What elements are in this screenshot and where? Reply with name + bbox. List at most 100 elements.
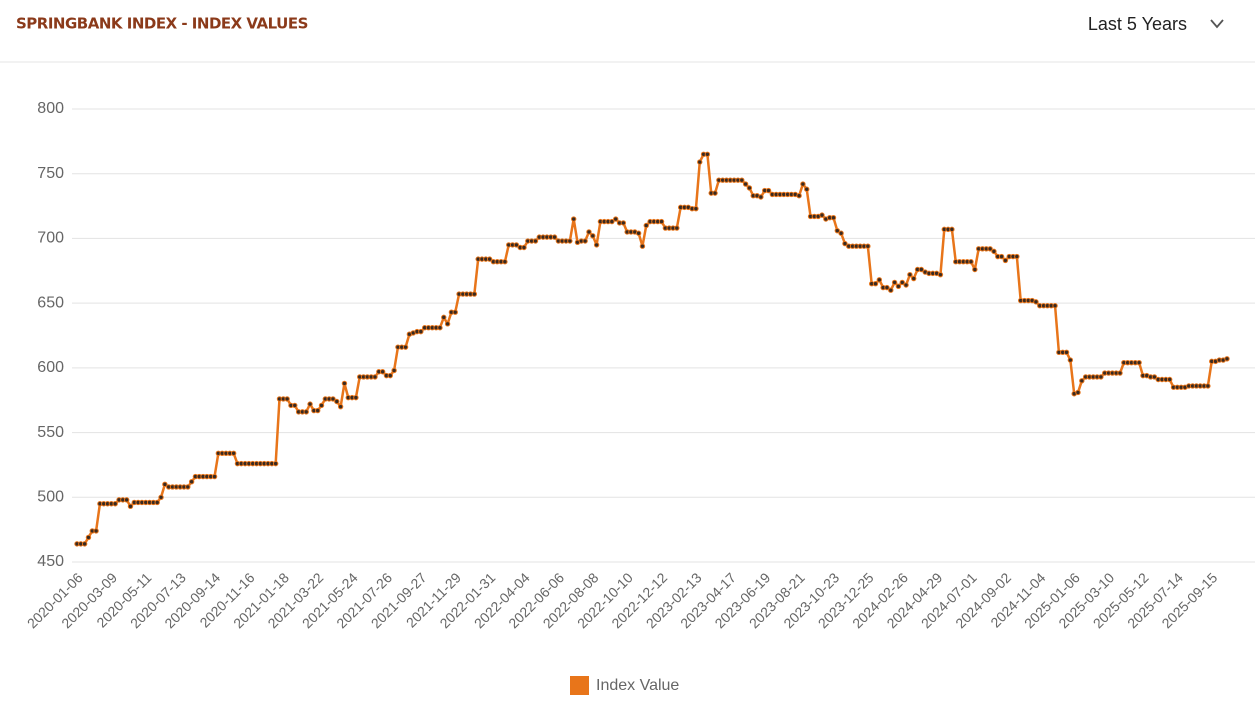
data-point [899,279,905,286]
data-point [1151,374,1158,380]
data-point [804,186,810,192]
series-line [77,153,1228,546]
y-tick-label: 500 [37,489,64,506]
data-point [834,227,840,234]
data-point [1063,349,1070,356]
data-point [318,402,325,409]
data-point [387,372,393,379]
data-point [188,479,195,485]
data-point [513,242,520,248]
data-point [441,314,447,321]
data-point [658,218,665,225]
data-point [567,238,573,244]
data-point [185,484,191,490]
data-point [437,325,443,331]
data-point [127,503,134,510]
data-point [586,229,592,235]
data-point [418,328,424,335]
data-point [742,181,749,187]
data-point [712,190,718,196]
data-point [314,407,321,414]
data-point [1033,299,1039,305]
data-point [876,277,883,283]
data-point [937,271,944,278]
chevron[interactable] [1210,19,1224,29]
data-point [949,226,955,233]
data-point [1075,389,1081,396]
y-tick-label: 450 [37,553,64,570]
data-point [1098,374,1104,380]
data-point [1002,257,1009,264]
data-point [402,344,409,350]
data-point [842,240,848,247]
data-point [341,380,348,387]
data-point [1117,370,1123,376]
y-tick-label: 550 [37,424,64,441]
range-label[interactable]: Last 5 Years [1088,14,1187,34]
data-point [838,230,844,236]
data-point [284,396,290,402]
data-point [620,220,627,226]
data-point [800,181,806,187]
data-point [704,151,711,158]
data-point [918,266,925,273]
data-point [903,282,909,288]
data-point [643,222,649,229]
data-point [1014,253,1020,260]
data-point [991,248,997,255]
data-point [693,205,699,212]
data-point [1052,303,1058,309]
data-point [81,541,88,547]
data-point [551,234,558,240]
data-point [895,283,902,290]
data-point [379,369,386,375]
y-tick-label: 600 [37,359,64,376]
data-point [674,225,680,231]
legend-label: Index Value [596,677,679,694]
chart-title: SPRINGBANK INDEX - INDEX VALUES [16,15,308,33]
data-point [884,284,890,291]
data-point [211,473,218,480]
data-point [570,216,577,222]
data-point [532,238,539,244]
data-point [112,501,118,507]
y-tick-label: 700 [37,230,64,247]
data-point [307,401,313,407]
data-point [635,230,642,236]
data-point [1224,356,1230,362]
data-point [1166,376,1173,383]
data-point [819,212,825,218]
data-point [452,309,458,315]
data-point [85,534,92,541]
data-point [93,528,99,534]
data-point [987,246,993,252]
data-point [830,215,837,221]
data-point [1136,359,1142,366]
data-point [765,187,772,194]
data-point [502,259,508,265]
data-point [865,243,871,249]
data-point [613,216,619,222]
y-tick-label: 650 [37,294,64,311]
legend-item: Index Value [570,676,679,695]
data-point [471,291,478,297]
data-point [372,374,378,380]
data-point [334,398,340,405]
data-point [154,499,160,506]
data-point [593,242,600,248]
data-point [1067,357,1074,363]
data-point [444,321,451,327]
data-point [337,403,344,410]
data-point [521,244,527,251]
data-point [272,460,279,467]
data-point [746,185,753,191]
data-point [739,177,745,183]
legend-swatch [570,676,589,695]
data-point [968,259,974,265]
data-point [158,494,164,500]
data-point [872,281,879,287]
data-point [590,233,596,239]
range-dropdown[interactable]: Last 5 Years [1088,14,1224,34]
data-point [609,218,615,225]
